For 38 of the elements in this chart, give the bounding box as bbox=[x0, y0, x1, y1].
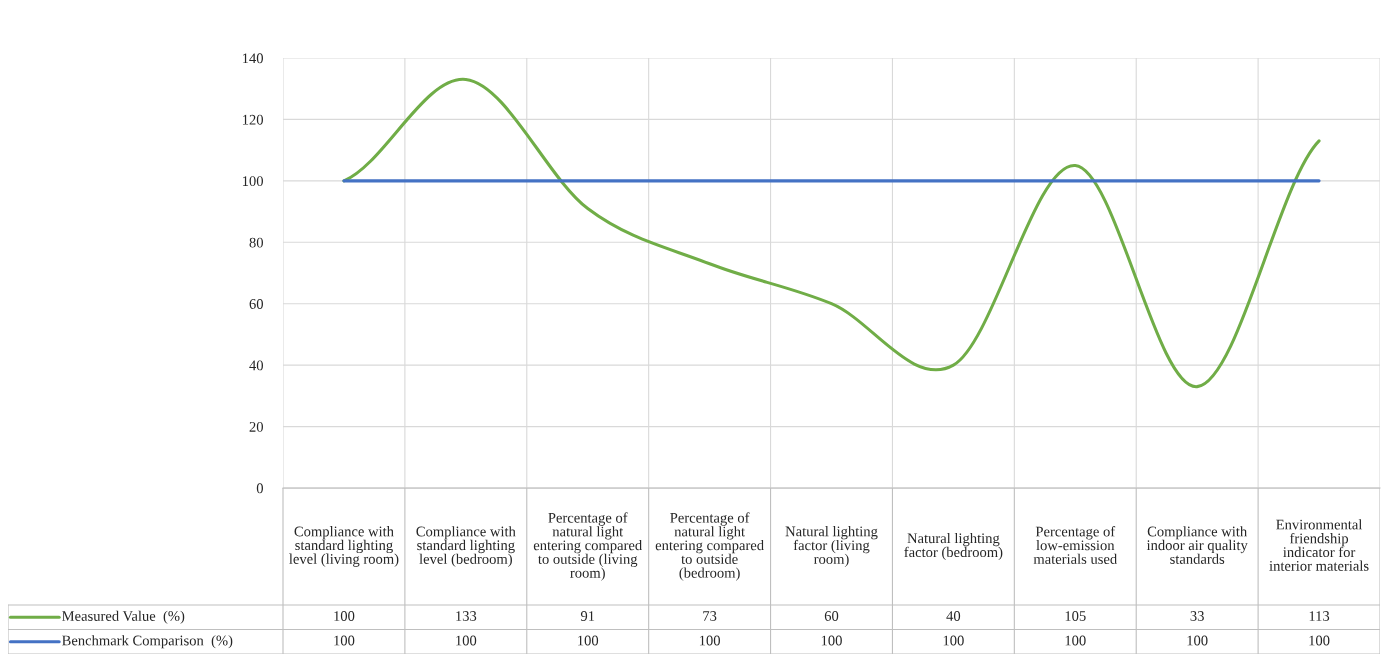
data-label: 100 bbox=[578, 635, 599, 646]
x-tick-label: Compliance with indoor air quality standards bbox=[1146, 526, 1248, 564]
data-label: 105 bbox=[1065, 611, 1086, 621]
data-label: 100 bbox=[334, 635, 355, 646]
data-label: 100 bbox=[699, 635, 720, 646]
data-label: 100 bbox=[943, 635, 964, 646]
data-label: 113 bbox=[1309, 611, 1330, 621]
y-tick-label: 40 bbox=[249, 360, 263, 371]
data-label: 40 bbox=[946, 611, 961, 621]
y-tick-label: 20 bbox=[249, 421, 263, 432]
legend-label: Benchmark Comparison (%) bbox=[62, 635, 233, 649]
y-tick-label: 80 bbox=[249, 237, 263, 248]
data-label: 100 bbox=[1187, 635, 1208, 646]
data-label: 100 bbox=[821, 635, 842, 646]
x-tick-label: Percentage of natural light entering compared to outside (living room) bbox=[533, 512, 642, 581]
data-label: 73 bbox=[703, 611, 717, 621]
y-tick-label: 0 bbox=[256, 483, 263, 494]
data-label: 100 bbox=[1065, 635, 1086, 646]
data-label: 60 bbox=[824, 611, 839, 621]
data-label: 100 bbox=[334, 611, 355, 621]
y-tick-label: 100 bbox=[242, 176, 263, 187]
data-label: 91 bbox=[580, 611, 595, 621]
data-label: 133 bbox=[456, 611, 477, 621]
x-tick-label: Environmental friendship indicator for interior materials bbox=[1269, 519, 1369, 571]
x-tick-label: Percentage of low-emission materials used bbox=[1033, 526, 1118, 564]
data-label: 100 bbox=[456, 635, 477, 646]
x-tick-label: Natural lighting factor (bedroom) bbox=[904, 532, 1003, 561]
x-tick-label: Natural lighting factor (living room) bbox=[785, 526, 878, 567]
data-label: 33 bbox=[1190, 611, 1204, 621]
x-tick-label: Compliance with standard lighting level (bedroom) bbox=[416, 526, 516, 567]
x-tick-label: Percentage of natural light entering compared to outside (bedroom) bbox=[655, 512, 764, 581]
x-tick-label: Compliance with standard lighting level (living room) bbox=[289, 526, 399, 567]
legend-label: Measured Value (%) bbox=[62, 610, 185, 624]
y-tick-label: 140 bbox=[242, 53, 263, 64]
data-label: 100 bbox=[1309, 635, 1330, 646]
y-tick-label: 120 bbox=[242, 114, 263, 125]
y-tick-label: 60 bbox=[249, 299, 263, 309]
line-series bbox=[342, 77, 1321, 389]
